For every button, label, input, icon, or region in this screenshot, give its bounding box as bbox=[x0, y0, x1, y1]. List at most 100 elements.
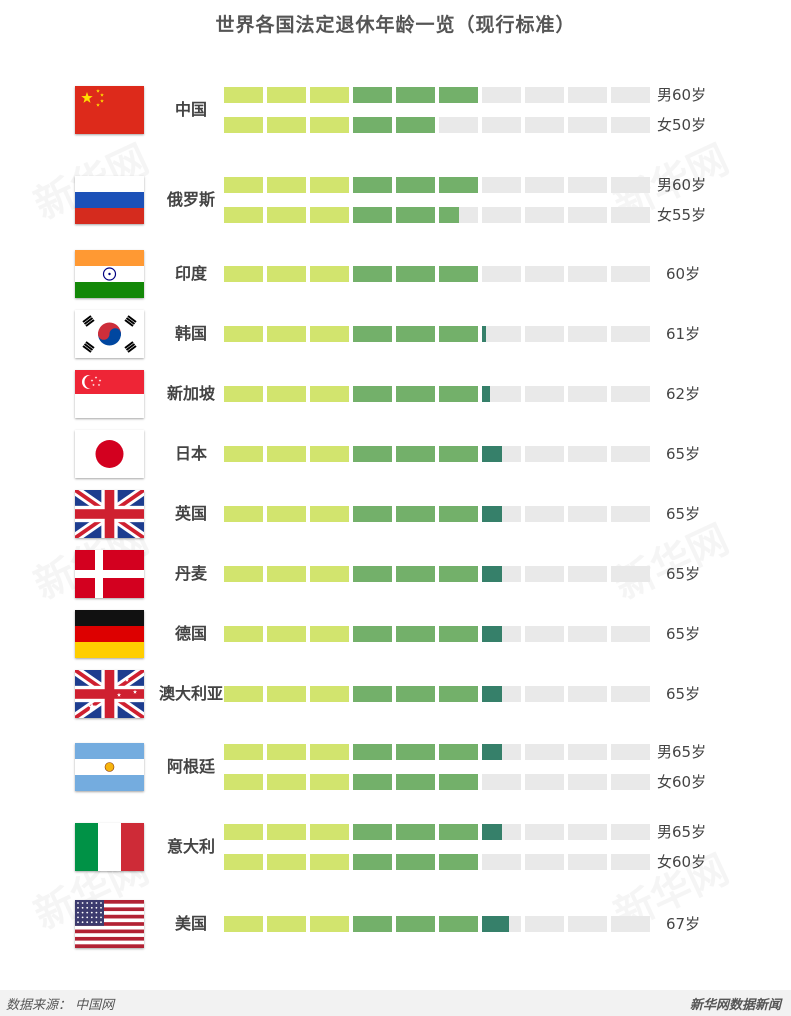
bar-track-segment bbox=[439, 117, 478, 133]
bar-fill-segment bbox=[267, 854, 306, 870]
bar-fill-segment bbox=[396, 824, 435, 840]
bar-fill-segment bbox=[396, 446, 435, 462]
bar-track-segment bbox=[525, 506, 564, 522]
country-label: 美国 bbox=[174, 914, 207, 933]
bar-fill-segment bbox=[267, 446, 306, 462]
bar-fill-segment bbox=[439, 207, 459, 223]
chart-area: 中国 男60岁 女50岁 俄罗斯 男60岁 女55岁 印度 60岁 韩国 61岁 新加坡 62岁 日本 6… bbox=[0, 86, 791, 948]
bar-track-segment bbox=[611, 87, 650, 103]
bar-track-segment bbox=[611, 774, 650, 790]
bar-fill-segment bbox=[310, 854, 349, 870]
data-label: 60岁 bbox=[666, 265, 701, 283]
bar-track-segment bbox=[568, 774, 607, 790]
bar bbox=[0, 117, 791, 133]
bar bbox=[0, 626, 791, 642]
singapore-flag-icon bbox=[75, 370, 144, 418]
bar-fill-segment bbox=[353, 566, 392, 582]
australia-flag-icon bbox=[75, 670, 144, 718]
data-label: 65岁 bbox=[666, 685, 701, 703]
bar-track-segment bbox=[568, 566, 607, 582]
bar-track-segment bbox=[568, 386, 607, 402]
bar-fill-segment bbox=[267, 916, 306, 932]
bar-track-segment bbox=[611, 824, 650, 840]
bar-fill-segment bbox=[353, 506, 392, 522]
bar-fill-segment bbox=[310, 177, 349, 193]
data-label: 65岁 bbox=[666, 505, 701, 523]
bar-track-segment bbox=[525, 446, 564, 462]
bar-fill-segment bbox=[439, 686, 478, 702]
bar-track-segment bbox=[482, 774, 521, 790]
bar-fill-segment bbox=[224, 566, 263, 582]
bar-fill-segment bbox=[310, 266, 349, 282]
bar-track-segment bbox=[568, 506, 607, 522]
bar-fill-segment bbox=[224, 744, 263, 760]
bar-fill-segment bbox=[396, 177, 435, 193]
bar-fill-segment bbox=[353, 446, 392, 462]
bar-fill-segment bbox=[310, 916, 349, 932]
data-label: 67岁 bbox=[666, 915, 701, 933]
bar-fill-segment bbox=[310, 566, 349, 582]
bar-track-segment bbox=[482, 386, 521, 402]
bar-fill-segment bbox=[267, 326, 306, 342]
japan-flag-icon bbox=[75, 430, 144, 478]
bar-fill-segment bbox=[439, 566, 478, 582]
bar-track-segment bbox=[611, 266, 650, 282]
country-label: 丹麦 bbox=[174, 564, 207, 583]
bar-fill-segment bbox=[224, 386, 263, 402]
bar-track-segment bbox=[482, 854, 521, 870]
bar-track-segment bbox=[568, 626, 607, 642]
bar-fill-segment bbox=[482, 566, 502, 582]
bar-fill-segment bbox=[224, 824, 263, 840]
bar-fill-segment bbox=[482, 744, 502, 760]
bar bbox=[0, 207, 791, 223]
bar-fill-segment bbox=[310, 386, 349, 402]
data-label: 女60岁 bbox=[657, 853, 707, 871]
bar-fill-segment bbox=[224, 774, 263, 790]
bar bbox=[0, 686, 791, 702]
country-label: 俄罗斯 bbox=[166, 190, 215, 209]
bar-track-segment bbox=[525, 774, 564, 790]
data-source: 数据来源： 中国网 bbox=[6, 998, 115, 1013]
bar-fill-segment bbox=[267, 566, 306, 582]
bar-track-segment bbox=[568, 87, 607, 103]
bar-track-segment bbox=[611, 207, 650, 223]
data-label: 62岁 bbox=[666, 385, 701, 403]
bar-fill-segment bbox=[439, 744, 478, 760]
bar-fill-segment bbox=[353, 177, 392, 193]
bar-track-segment bbox=[525, 566, 564, 582]
india-flag-icon bbox=[75, 250, 144, 298]
data-label: 女50岁 bbox=[657, 116, 707, 134]
bar-fill-segment bbox=[353, 87, 392, 103]
bar-track-segment bbox=[525, 87, 564, 103]
bar bbox=[0, 854, 791, 870]
bar-track-segment bbox=[525, 916, 564, 932]
bar-fill-segment bbox=[482, 446, 502, 462]
bar-fill-segment bbox=[439, 266, 478, 282]
bar-fill-segment bbox=[396, 916, 435, 932]
bar-fill-segment bbox=[224, 686, 263, 702]
country-label: 德国 bbox=[174, 624, 207, 643]
bar-fill-segment bbox=[396, 207, 435, 223]
bar-fill-segment bbox=[267, 386, 306, 402]
bar-track-segment bbox=[525, 626, 564, 642]
data-label: 男60岁 bbox=[657, 176, 707, 194]
bar-fill-segment bbox=[439, 326, 478, 342]
bar-fill-segment bbox=[353, 824, 392, 840]
bar-fill-segment bbox=[310, 824, 349, 840]
bar-fill-segment bbox=[396, 326, 435, 342]
bar-track-segment bbox=[611, 566, 650, 582]
bar-fill-segment bbox=[439, 916, 478, 932]
bar-fill-segment bbox=[224, 117, 263, 133]
bar-fill-segment bbox=[482, 626, 502, 642]
bar-track-segment bbox=[568, 326, 607, 342]
bar-fill-segment bbox=[267, 506, 306, 522]
bar-fill-segment bbox=[267, 266, 306, 282]
korea-flag-icon bbox=[75, 310, 144, 358]
bar-fill-segment bbox=[439, 177, 478, 193]
bar bbox=[0, 824, 791, 840]
data-label: 女60岁 bbox=[657, 773, 707, 791]
bar-track-segment bbox=[611, 446, 650, 462]
bar-fill-segment bbox=[439, 824, 478, 840]
bar bbox=[0, 87, 791, 103]
bar-track-segment bbox=[611, 386, 650, 402]
